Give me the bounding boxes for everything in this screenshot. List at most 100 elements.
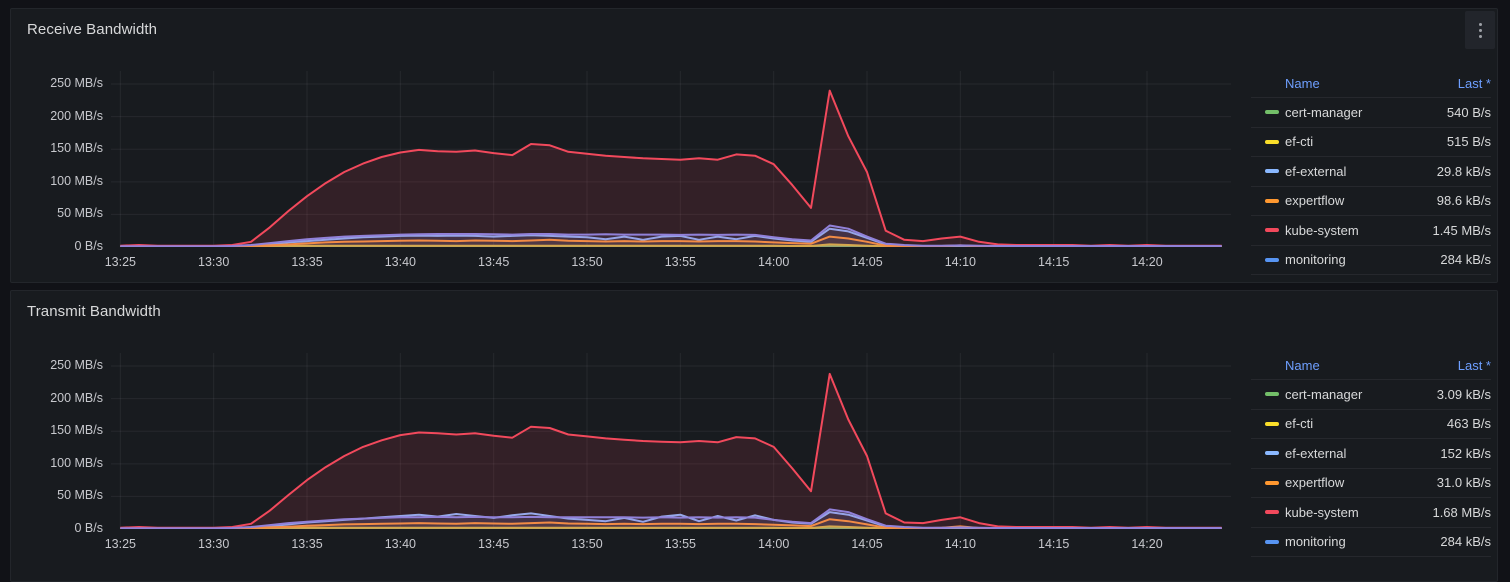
legend-series-name[interactable]: cert-manager: [1285, 386, 1363, 402]
y-axis-tick: 50 MB/s: [57, 206, 103, 221]
legend-name-header[interactable]: Name: [1285, 357, 1320, 373]
series-color-swatch: [1265, 110, 1279, 115]
y-axis-tick: 150 MB/s: [50, 141, 103, 156]
legend-series-value: 284 kB/s: [1440, 252, 1491, 268]
legend-series-value: 31.0 kB/s: [1436, 475, 1491, 491]
kebab-menu-icon: [1478, 34, 1482, 38]
x-axis-tick: 14:20: [1131, 537, 1163, 551]
series-color-swatch: [1265, 198, 1279, 203]
x-axis-tick: 13:25: [104, 537, 136, 551]
legend-row: kube-system 1.68 MB/s: [1251, 498, 1491, 528]
x-axis-tick: 13:40: [384, 537, 416, 551]
legend-last-header[interactable]: Last *: [1457, 75, 1491, 91]
legend-series-name[interactable]: monitoring: [1285, 252, 1346, 268]
x-axis-tick: 13:35: [291, 537, 323, 551]
time-series-canvas[interactable]: [111, 71, 1231, 247]
series-line-monitoring: [120, 508, 1222, 529]
legend-series-name[interactable]: ef-external: [1285, 445, 1347, 461]
series-area-monitoring: [120, 509, 1222, 529]
legend-row: expertflow 31.0 kB/s: [1251, 469, 1491, 498]
panel-title[interactable]: Transmit Bandwidth: [27, 303, 161, 320]
y-axis-tick: 150 MB/s: [50, 423, 103, 438]
series-area-kube-system: [120, 373, 1222, 529]
x-axis-tick: 14:05: [851, 255, 883, 269]
x-axis-tick: 13:30: [198, 537, 230, 551]
legend-series-name[interactable]: ef-cti: [1285, 134, 1314, 150]
x-axis-tick: 13:45: [478, 255, 510, 269]
series-color-swatch: [1265, 451, 1279, 456]
series-color-swatch: [1265, 510, 1279, 515]
x-axis-tick: 13:55: [664, 255, 696, 269]
y-axis-tick: 200 MB/s: [50, 390, 103, 405]
legend-table: Name Last * cert-manager 540 B/s ef-cti 515 B…: [1251, 69, 1491, 275]
x-axis-tick: 13:40: [384, 255, 416, 269]
legend-series-name[interactable]: expertflow: [1285, 475, 1345, 491]
kebab-menu-icon: [1478, 28, 1482, 32]
x-axis-tick: 14:15: [1038, 255, 1070, 269]
series-area-monitoring: [120, 225, 1222, 247]
legend-series-value: 1.68 MB/s: [1432, 504, 1491, 520]
y-axis-tick: 0 B/s: [74, 521, 104, 535]
panel-menu-button[interactable]: [1465, 11, 1495, 49]
legend-row: kube-system 1.45 MB/s: [1251, 216, 1491, 246]
y-axis-tick: 200 MB/s: [50, 108, 103, 123]
legend-row: cert-manager 3.09 kB/s: [1251, 380, 1491, 410]
time-series-canvas[interactable]: [111, 353, 1231, 529]
legend-name-header[interactable]: Name: [1285, 75, 1320, 91]
series-color-swatch: [1265, 257, 1279, 262]
legend-series-value: 3.09 kB/s: [1436, 386, 1491, 402]
x-axis-tick: 14:05: [851, 537, 883, 551]
x-axis-tick: 13:50: [571, 255, 603, 269]
y-axis-tick: 100 MB/s: [50, 455, 103, 470]
x-axis-tick: 13:30: [198, 255, 230, 269]
legend-series-value: 152 kB/s: [1440, 445, 1491, 461]
series-line-monitoring: [120, 224, 1222, 247]
legend-series-name[interactable]: ef-external: [1285, 163, 1347, 179]
x-axis-tick: 14:20: [1131, 255, 1163, 269]
legend-row: ef-external 29.8 kB/s: [1251, 157, 1491, 187]
legend-row: expertflow 98.6 kB/s: [1251, 187, 1491, 216]
series-color-swatch: [1265, 139, 1279, 144]
series-color-swatch: [1265, 169, 1279, 174]
x-axis-tick: 14:10: [944, 537, 976, 551]
x-axis-tick: 13:45: [478, 537, 510, 551]
legend-series-value: 29.8 kB/s: [1436, 163, 1491, 179]
series-area-ef-external: [120, 228, 1222, 247]
legend-series-value: 540 B/s: [1446, 104, 1491, 120]
legend-series-value: 463 B/s: [1446, 416, 1491, 432]
y-axis-tick: 250 MB/s: [50, 76, 103, 91]
y-axis-tick: 50 MB/s: [57, 488, 103, 503]
series-color-swatch: [1265, 228, 1279, 233]
legend-row: monitoring 284 kB/s: [1251, 528, 1491, 557]
legend-series-name[interactable]: kube-system: [1285, 222, 1359, 238]
legend-series-name[interactable]: kube-system: [1285, 504, 1359, 520]
series-area-kube-system: [120, 90, 1222, 247]
x-axis-tick: 13:25: [104, 255, 136, 269]
series-color-swatch: [1265, 480, 1279, 485]
legend-series-value: 515 B/s: [1446, 134, 1491, 150]
x-axis-tick: 14:00: [758, 255, 790, 269]
panel-transmit-bandwidth: Transmit Bandwidth 0 B/s 50 MB/s 100 MB/s 1…: [10, 290, 1498, 582]
legend-series-name[interactable]: cert-manager: [1285, 104, 1363, 120]
legend-row: monitoring 284 kB/s: [1251, 246, 1491, 275]
y-axis-tick: 0 B/s: [74, 239, 104, 253]
legend-series-value: 284 kB/s: [1440, 534, 1491, 550]
legend-series-value: 98.6 kB/s: [1436, 193, 1491, 209]
series-color-swatch: [1265, 421, 1279, 426]
panel-receive-bandwidth: Receive Bandwidth 0 B/s 50 MB/s 100 MB/s 15…: [10, 8, 1498, 283]
series-color-swatch: [1265, 392, 1279, 397]
x-axis-tick: 14:15: [1038, 537, 1070, 551]
series-area-ef-external: [120, 512, 1222, 529]
x-axis-tick: 14:00: [758, 537, 790, 551]
legend-series-value: 1.45 MB/s: [1432, 222, 1491, 238]
legend-series-name[interactable]: ef-cti: [1285, 416, 1314, 432]
series-color-swatch: [1265, 539, 1279, 544]
panel-title[interactable]: Receive Bandwidth: [27, 21, 158, 38]
legend-last-header[interactable]: Last *: [1457, 357, 1491, 373]
legend-series-name[interactable]: monitoring: [1285, 534, 1346, 550]
legend-row: ef-cti 463 B/s: [1251, 410, 1491, 439]
x-axis-tick: 13:55: [664, 537, 696, 551]
legend-row: ef-external 152 kB/s: [1251, 439, 1491, 469]
legend-series-name[interactable]: expertflow: [1285, 193, 1345, 209]
x-axis-tick: 14:10: [944, 255, 976, 269]
